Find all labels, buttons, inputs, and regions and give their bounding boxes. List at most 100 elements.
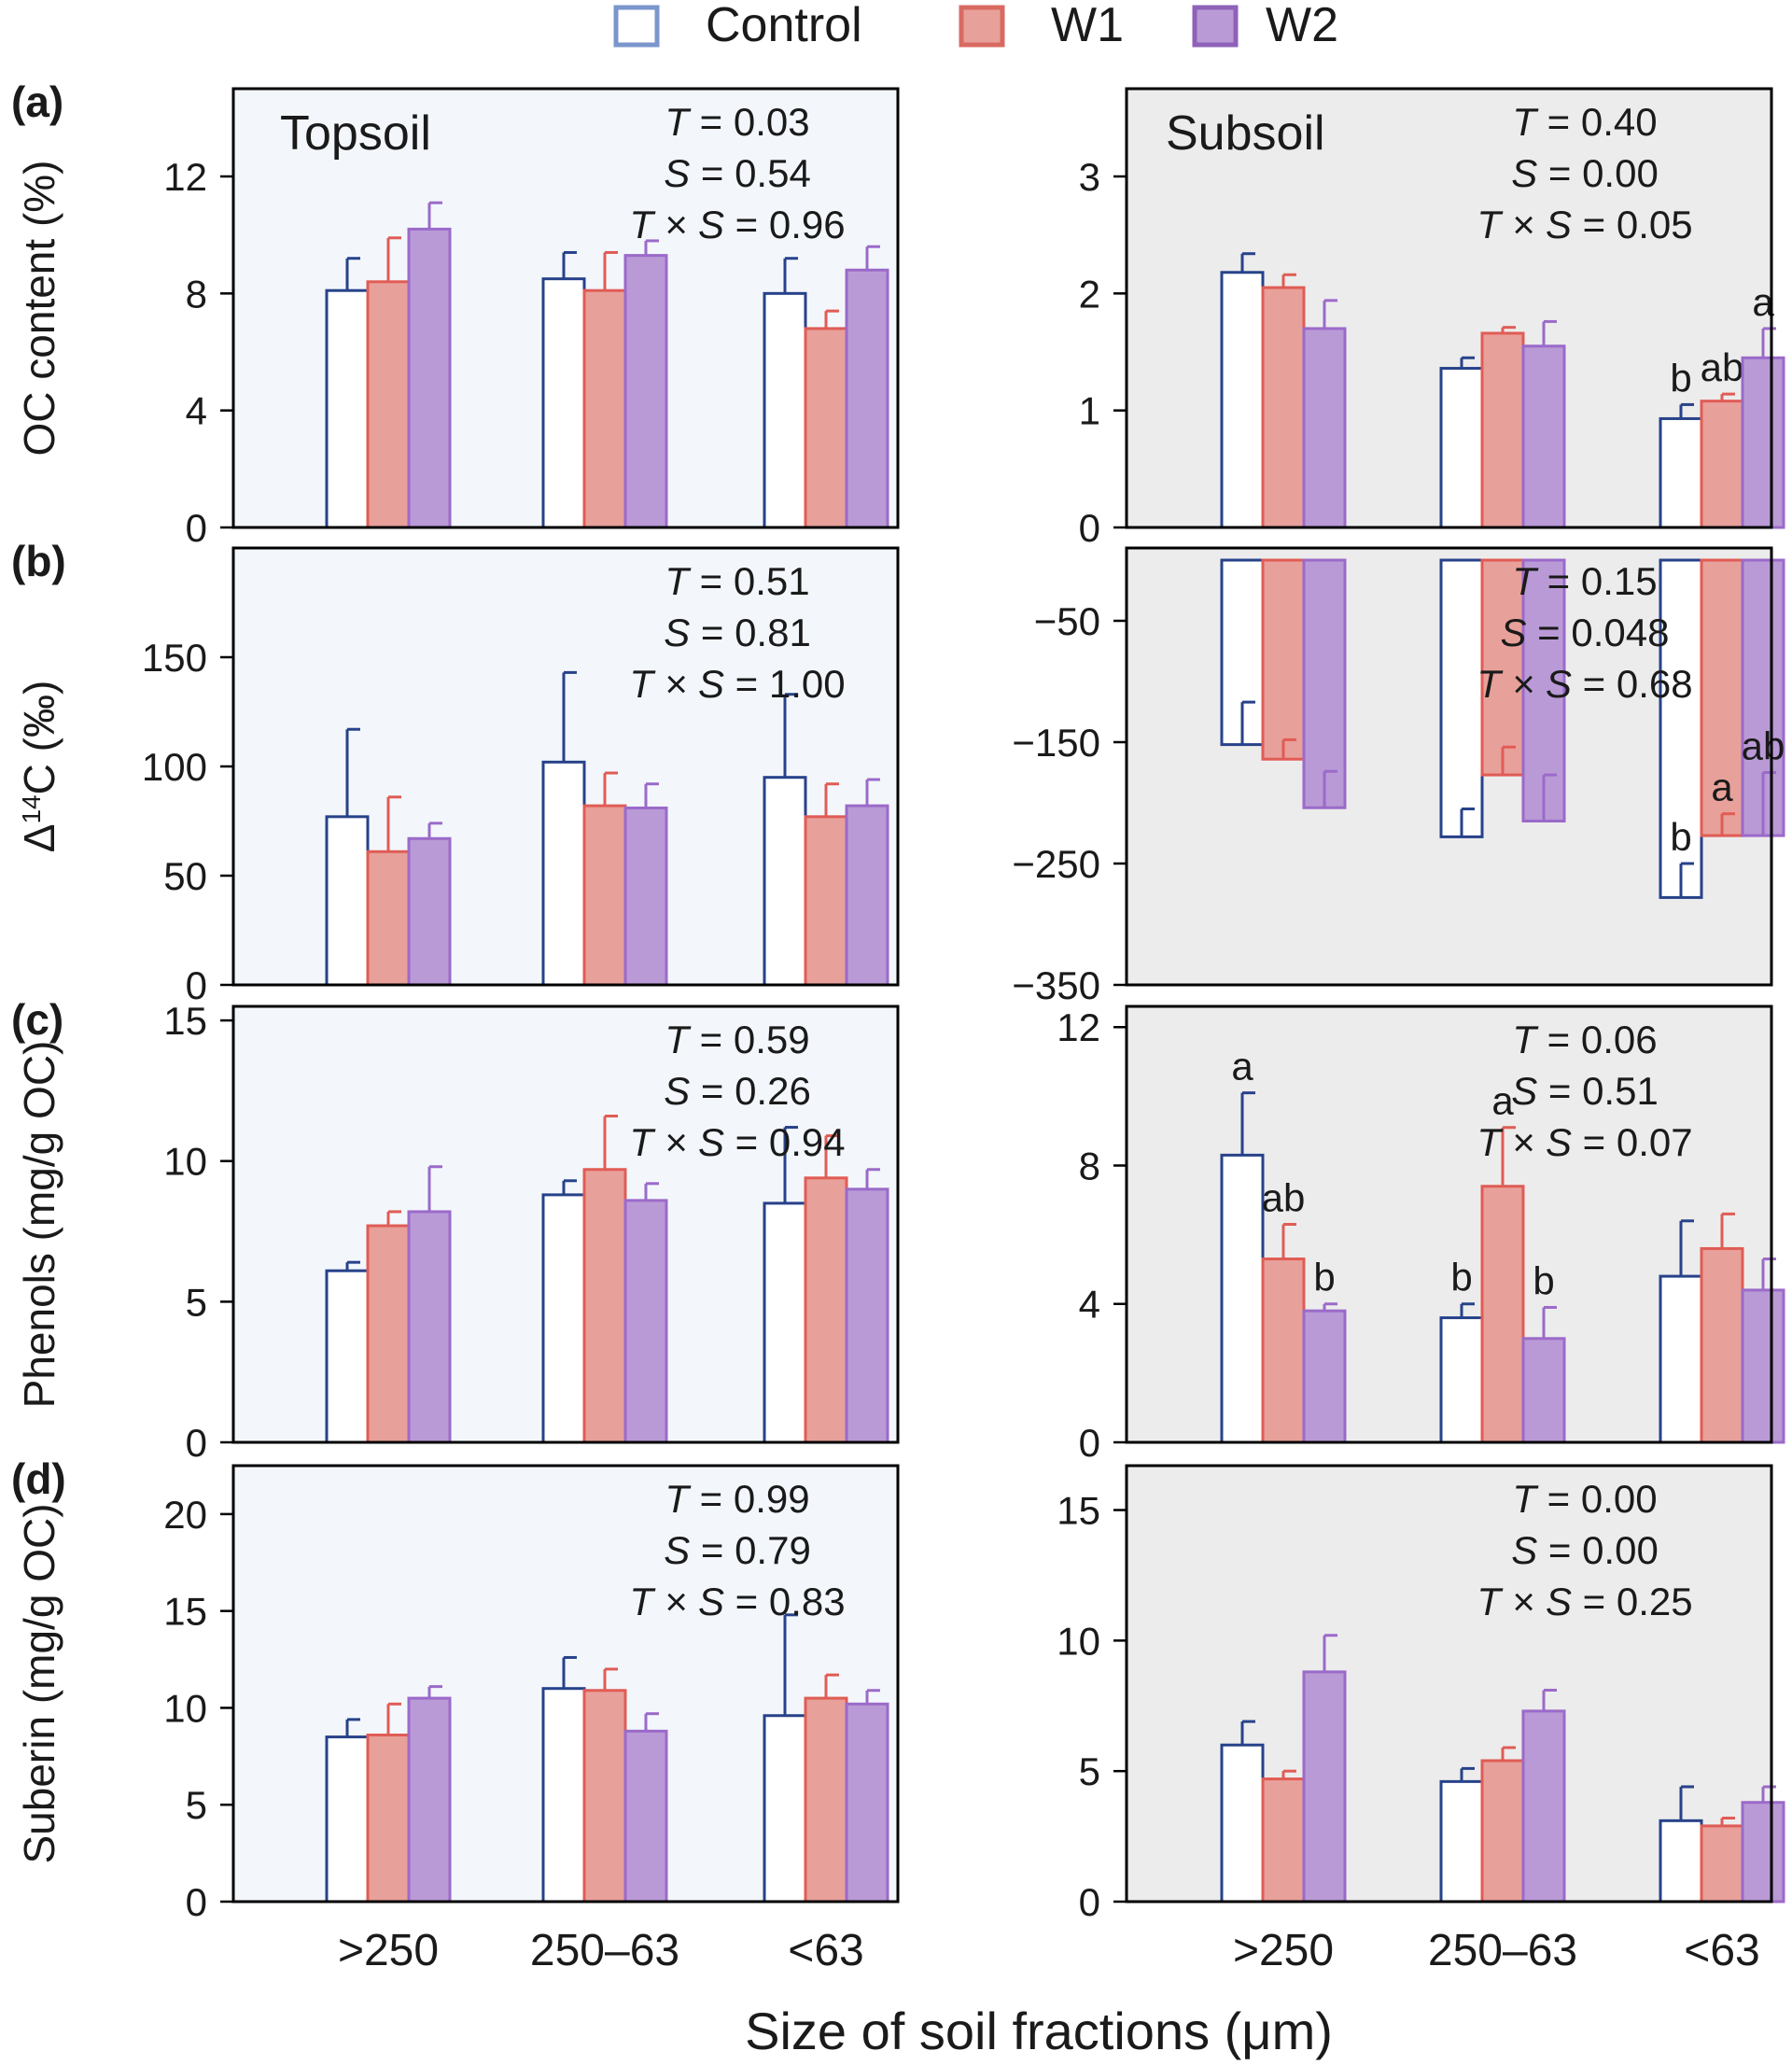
legend-swatch-w1 <box>959 5 1005 48</box>
bar-control <box>325 1735 370 1903</box>
bar-w1 <box>366 850 411 987</box>
significance-letter: b <box>1670 815 1691 859</box>
legend-swatch-w2 <box>1192 5 1239 48</box>
y-tick-label: 15 <box>163 1590 207 1634</box>
y-tick-label: 10 <box>163 1686 207 1730</box>
bar-w1 <box>1261 1257 1306 1444</box>
y-tick-label: 10 <box>163 1140 207 1184</box>
y-tick-label: 1 <box>1079 389 1100 433</box>
panel-topsoil-3: 0 5 10 15 (c)Phenols (mg/g OC) T = 0.59 S = 0.… <box>11 995 900 1465</box>
bar-control <box>1659 416 1703 529</box>
y-tick-label: 0 <box>186 1421 207 1465</box>
significance-letter: a <box>1711 766 1733 809</box>
legend-swatch-control <box>613 5 660 48</box>
x-tick-label: <63 <box>1684 1926 1759 1975</box>
y-tick-label: 0 <box>1079 1421 1100 1465</box>
bar-w2 <box>1741 356 1785 529</box>
bar-control <box>325 815 370 987</box>
panel-frame <box>231 1464 900 1903</box>
panel-label: (b) <box>11 537 66 585</box>
bar-w1 <box>804 815 848 987</box>
panel-title: Topsoil <box>280 106 431 161</box>
bar-w2 <box>623 1729 668 1903</box>
y-tick-label: 15 <box>1057 1489 1100 1533</box>
stat-line: T × S = 1.00 <box>629 662 845 706</box>
stat-line: T = 0.51 <box>665 559 809 603</box>
legend: Control W1 W2 <box>613 0 1338 52</box>
significance-letter: a <box>1491 1079 1514 1123</box>
y-tick-label: 8 <box>186 272 207 316</box>
x-axis-title: Size of soil fractions (μm) <box>745 2002 1333 2060</box>
y-tick-label: 0 <box>186 1880 207 1924</box>
y-tick-label: −250 <box>1012 842 1100 886</box>
stat-line: T × S = 0.83 <box>629 1580 845 1623</box>
bar-control <box>1220 1743 1265 1903</box>
y-tick-label: 5 <box>1079 1749 1100 1793</box>
bar-control <box>1439 1316 1484 1444</box>
stat-line: T = 0.40 <box>1512 100 1657 144</box>
y-tick-label: 5 <box>186 1783 207 1827</box>
stat-line: S = 0.26 <box>664 1069 811 1113</box>
stat-line: S = 0.00 <box>1511 1528 1659 1572</box>
significance-letter: ab <box>1262 1176 1306 1220</box>
bar-w1 <box>582 288 627 529</box>
bar-control <box>763 776 807 987</box>
stat-line: T × S = 0.25 <box>1477 1580 1692 1623</box>
y-tick-label: 0 <box>186 963 207 1007</box>
panel-frame <box>1125 87 1773 529</box>
bar-w1 <box>1261 286 1306 529</box>
bar-w1 <box>804 327 848 529</box>
bar-control <box>325 288 370 529</box>
stat-line: T = 0.00 <box>1512 1477 1657 1521</box>
stat-line: T × S = 0.96 <box>629 203 845 246</box>
bar-w1 <box>1480 1185 1525 1444</box>
x-tick-label: 250–63 <box>530 1926 679 1975</box>
panel-frame <box>1125 546 1773 987</box>
bar-w2 <box>407 1696 452 1903</box>
significance-letter: ab <box>1701 345 1744 389</box>
panel-topsoil-1: 0 4 8 12 (a) Topsoil OC content (%) T = 0.03 S =… <box>11 77 900 550</box>
x-tick-label: >250 <box>1233 1926 1334 1975</box>
bar-control <box>763 1201 807 1444</box>
panel-frame <box>231 1004 900 1444</box>
bar-w2 <box>623 1199 668 1444</box>
bar-w2 <box>407 227 452 529</box>
y-tick-label: 15 <box>163 999 207 1043</box>
stat-line: S = 0.048 <box>1501 611 1670 654</box>
bar-control <box>1439 367 1484 529</box>
stat-line: S = 0.54 <box>664 151 811 195</box>
bar-w2 <box>1302 1309 1347 1444</box>
panel-subsoil-4: 0 5 10 15 T = 0.00 S = 0.00 T × S = 0.25 >250 25… <box>1057 1464 1785 1975</box>
panel-topsoil-2: 0 50 100 150 (b) Δ14C (‰) T = 0.51 S = 0.81 T × … <box>11 537 900 1007</box>
bar-control <box>541 760 586 987</box>
bar-w1 <box>1700 1246 1744 1444</box>
x-tick-label: <63 <box>788 1926 863 1975</box>
legend-label-w1: W1 <box>1051 0 1124 52</box>
bar-w1 <box>582 804 627 987</box>
bar-w1 <box>1261 1777 1306 1903</box>
y-tick-label: −350 <box>1012 963 1100 1007</box>
significance-letter: b <box>1450 1256 1472 1299</box>
bar-w2 <box>1521 344 1566 529</box>
y-tick-label: −50 <box>1034 599 1100 643</box>
bar-w2 <box>1302 558 1347 809</box>
bar-w2 <box>407 1210 452 1444</box>
legend-label-w2: W2 <box>1266 0 1338 52</box>
stat-line: T = 0.99 <box>665 1477 809 1521</box>
y-tick-label: 150 <box>142 636 207 680</box>
y-axis-label: Phenols (mg/g OC) <box>15 1041 63 1409</box>
stat-line: T × S = 0.05 <box>1477 203 1692 246</box>
bar-control <box>541 1193 586 1444</box>
panel-frame <box>1125 1464 1773 1903</box>
bar-control <box>1439 1779 1484 1903</box>
panel-frame <box>231 546 900 987</box>
bar-w1 <box>804 1176 848 1444</box>
bar-w2 <box>1741 1288 1785 1444</box>
panel-frame <box>1125 1004 1773 1444</box>
y-tick-label: 2 <box>1079 272 1100 316</box>
bar-control <box>1439 558 1484 838</box>
stat-line: T × S = 0.07 <box>1477 1120 1692 1164</box>
